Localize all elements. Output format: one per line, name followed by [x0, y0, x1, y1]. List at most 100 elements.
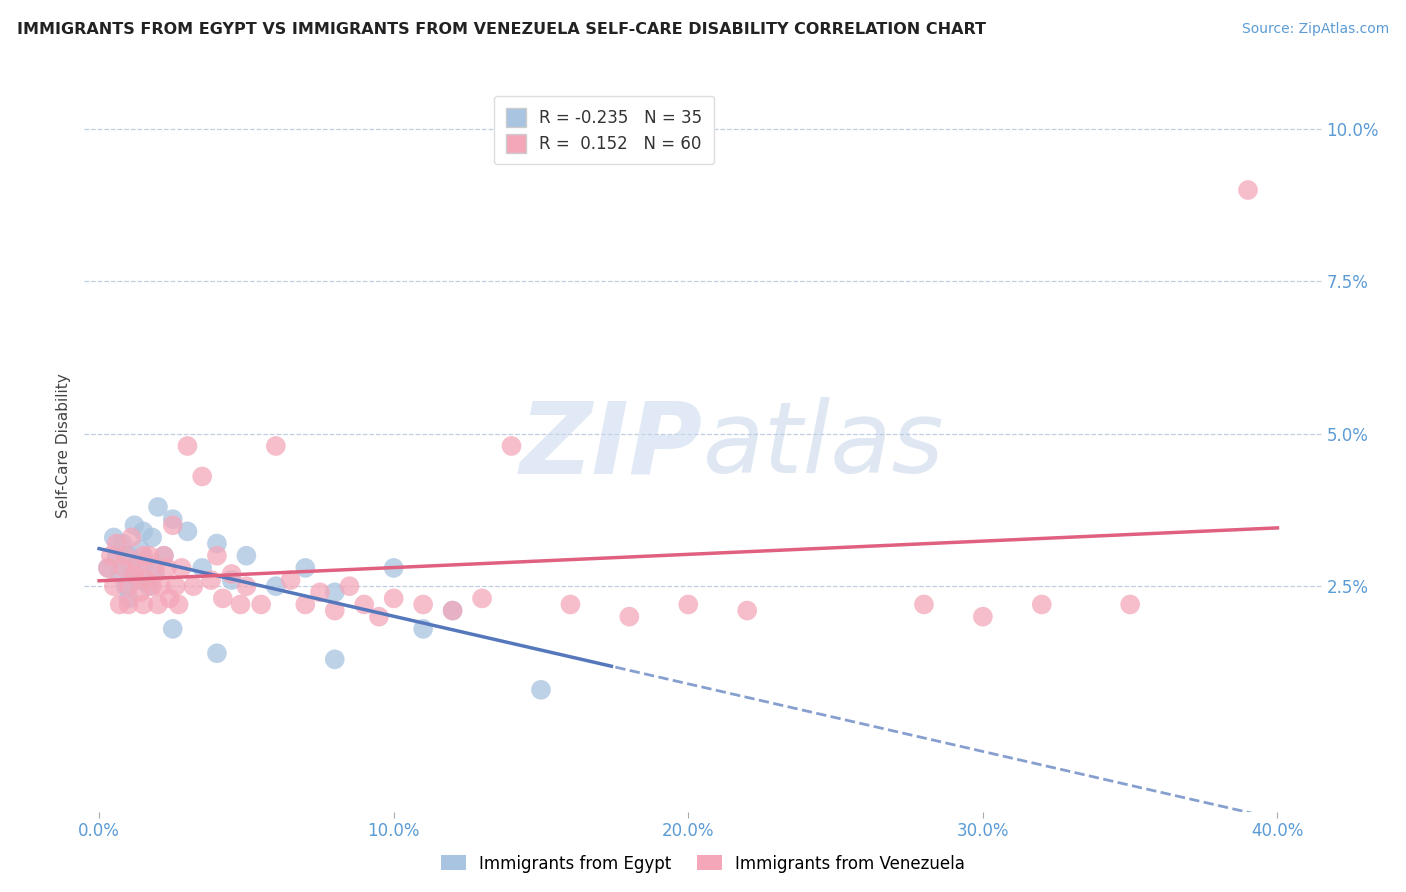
Point [205, 536, 228, 550]
Point [117, 591, 139, 606]
Point [146, 598, 169, 612]
Point [124, 567, 146, 582]
Point [146, 500, 169, 514]
Point [117, 598, 139, 612]
Point [368, 609, 391, 624]
Point [221, 573, 243, 587]
Point [138, 579, 160, 593]
Point [105, 549, 128, 563]
Text: ZIP: ZIP [520, 398, 703, 494]
Point [138, 549, 160, 563]
Point [114, 579, 136, 593]
Point [129, 542, 152, 557]
Point [235, 549, 257, 563]
Point [191, 469, 214, 483]
Point [323, 585, 346, 599]
Point [200, 573, 222, 587]
Point [156, 561, 179, 575]
Point [108, 598, 131, 612]
Point [309, 585, 332, 599]
Point [103, 579, 125, 593]
Point [153, 549, 176, 563]
Point [162, 518, 184, 533]
Point [1237, 183, 1260, 197]
Point [912, 598, 935, 612]
Point [143, 561, 166, 575]
Point [162, 622, 184, 636]
Point [1031, 598, 1053, 612]
Point [176, 439, 198, 453]
Point [167, 598, 190, 612]
Text: atlas: atlas [703, 398, 945, 494]
Point [191, 561, 214, 575]
Text: Source: ZipAtlas.com: Source: ZipAtlas.com [1241, 22, 1389, 37]
Point [471, 591, 494, 606]
Point [501, 439, 523, 453]
Y-axis label: Self-Care Disability: Self-Care Disability [56, 374, 72, 518]
Point [353, 598, 375, 612]
Point [323, 603, 346, 617]
Point [143, 567, 166, 582]
Point [108, 567, 131, 582]
Point [221, 567, 243, 582]
Point [111, 561, 134, 575]
Point [441, 603, 464, 617]
Point [235, 579, 257, 593]
Point [127, 573, 149, 587]
Point [382, 561, 405, 575]
Legend: Immigrants from Egypt, Immigrants from Venezuela: Immigrants from Egypt, Immigrants from V… [434, 848, 972, 880]
Point [141, 579, 163, 593]
Point [560, 598, 582, 612]
Point [103, 530, 125, 544]
Legend: R = -0.235   N = 35, R =  0.152   N = 60: R = -0.235 N = 35, R = 0.152 N = 60 [494, 96, 714, 164]
Point [205, 549, 228, 563]
Point [132, 524, 155, 539]
Point [132, 549, 155, 563]
Point [114, 549, 136, 563]
Point [294, 561, 316, 575]
Point [162, 512, 184, 526]
Point [129, 585, 152, 599]
Point [127, 561, 149, 575]
Point [339, 579, 361, 593]
Point [97, 561, 120, 575]
Point [294, 598, 316, 612]
Point [619, 609, 641, 624]
Point [530, 682, 553, 697]
Point [111, 536, 134, 550]
Point [229, 598, 252, 612]
Point [382, 591, 405, 606]
Point [121, 530, 143, 544]
Point [412, 598, 434, 612]
Point [1119, 598, 1142, 612]
Point [264, 439, 287, 453]
Point [972, 609, 994, 624]
Point [211, 591, 233, 606]
Point [165, 579, 187, 593]
Point [141, 530, 163, 544]
Point [280, 573, 302, 587]
Point [205, 646, 228, 660]
Point [149, 579, 172, 593]
Point [264, 579, 287, 593]
Point [97, 561, 120, 575]
Point [153, 549, 176, 563]
Point [121, 561, 143, 575]
Point [412, 622, 434, 636]
Point [159, 591, 181, 606]
Point [170, 561, 193, 575]
Point [124, 518, 146, 533]
Point [323, 652, 346, 666]
Point [250, 598, 273, 612]
Point [135, 573, 157, 587]
Point [117, 549, 139, 563]
Point [735, 603, 758, 617]
Point [441, 603, 464, 617]
Point [100, 549, 122, 563]
Point [135, 555, 157, 569]
Point [678, 598, 700, 612]
Point [176, 524, 198, 539]
Point [117, 579, 139, 593]
Point [105, 536, 128, 550]
Point [183, 579, 205, 593]
